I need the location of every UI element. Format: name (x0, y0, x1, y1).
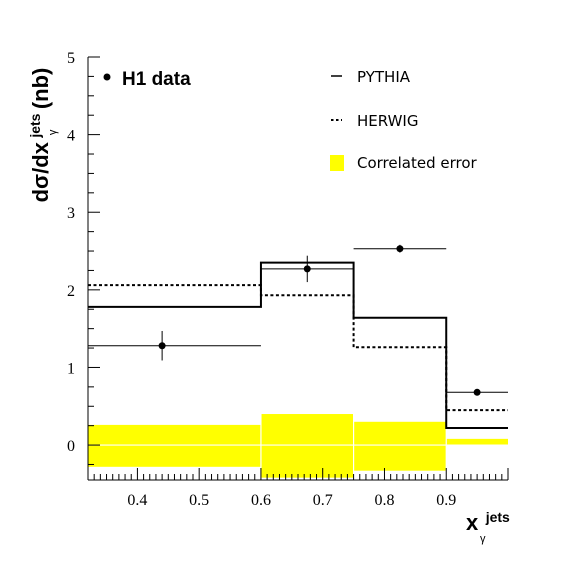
x-axis-label-sub: γ (480, 533, 486, 545)
band-bin (446, 438, 508, 446)
y-tick-label: 1 (67, 360, 75, 377)
y-axis-label: dσ/dx (28, 141, 53, 202)
legend-pythia-label: PYTHIA (357, 68, 411, 86)
band-bin (353, 421, 447, 471)
legend-data-label: H1 data (122, 69, 191, 90)
x-tick-label: 0.4 (127, 492, 147, 509)
y-tick-label: 4 (67, 128, 75, 145)
band-bin (260, 414, 354, 478)
data-point (473, 388, 481, 396)
legend-herwig-label: HERWIG (357, 112, 418, 130)
legend-band-swatch (330, 155, 344, 171)
band-bin (88, 424, 261, 467)
y-tick-label: 0 (67, 438, 75, 455)
axes (87, 56, 509, 481)
data-point (158, 342, 166, 350)
y-axis-label-unit: (nb) (28, 68, 53, 110)
y-axis-label-sup: jets (27, 113, 43, 138)
x-tick-label: 0.9 (436, 492, 456, 509)
x-tick-label: 0.6 (251, 492, 271, 509)
legend-band-label: Correlated error (357, 154, 478, 172)
x-axis-label-sup: jets (485, 509, 510, 525)
x-tick-label: 0.5 (189, 492, 209, 509)
data-point (396, 245, 404, 253)
x-tick-label: 0.7 (313, 492, 333, 509)
y-tick-label: 5 (67, 50, 75, 67)
tick-labels: 0 1 2 3 4 5 0.4 0.5 0.6 0.7 0.8 0.9 (67, 50, 456, 509)
svg-text:dσ/dx jets γ: dσ/dx jets γ (nb) (27, 68, 60, 203)
legend: H1 data PYTHIA HERWIG Correlated error (103, 68, 478, 172)
x-axis-title: x jets γ (466, 509, 510, 545)
pythia-line (88, 261, 508, 429)
y-tick-label: 2 (67, 283, 75, 300)
mc-curves (88, 261, 508, 429)
y-tick-label: 3 (67, 205, 75, 222)
x-axis-label: x (466, 510, 479, 535)
y-axis-label-sub: γ (47, 129, 59, 135)
correlated-error-band (88, 406, 508, 480)
legend-data-marker (103, 73, 111, 81)
y-axis-title: dσ/dx jets γ (nb) (27, 68, 60, 203)
herwig-line (88, 284, 508, 412)
data-points (88, 244, 508, 396)
x-tick-label: 0.8 (374, 492, 394, 509)
data-point (303, 265, 311, 273)
svg-text:x jets: x jets (466, 509, 510, 535)
